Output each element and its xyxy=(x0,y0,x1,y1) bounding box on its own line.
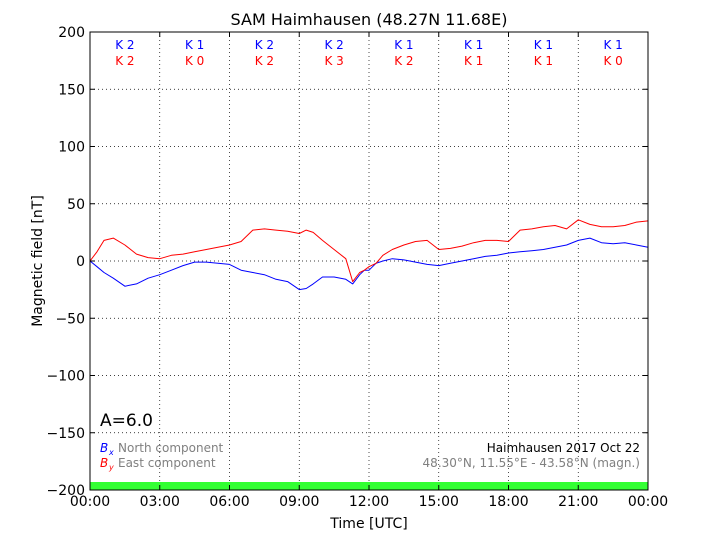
y-tick-label: −200 xyxy=(47,483,85,499)
k-index-y: K 1 xyxy=(464,54,483,68)
x-tick-label: 12:00 xyxy=(349,494,389,510)
x-tick-label: 09:00 xyxy=(279,494,319,510)
k-index-y: K 3 xyxy=(324,54,343,68)
series-layer xyxy=(89,219,649,291)
chart-title: SAM Haimhausen (48.27N 11.68E) xyxy=(231,10,508,29)
k-index-y: K 2 xyxy=(394,54,413,68)
y-tick-label: 100 xyxy=(58,140,85,156)
series-line-by xyxy=(89,219,649,283)
x-tick-label: 00:00 xyxy=(70,494,110,510)
y-tick-label: −50 xyxy=(55,311,85,327)
y-tick-label: −150 xyxy=(47,426,85,442)
k-index-x: K 1 xyxy=(464,38,483,52)
k-index-y: K 2 xyxy=(115,54,134,68)
x-axis-label: Time [UTC] xyxy=(329,516,407,532)
x-tick-label: 21:00 xyxy=(558,494,598,510)
k-index-x: K 2 xyxy=(115,38,134,52)
legend-label-by: East component xyxy=(118,456,216,470)
coordinates-annotation: 48.30°N, 11.55°E - 43.58°N (magn.) xyxy=(423,456,640,470)
a-index-label: A=6.0 xyxy=(100,411,153,431)
y-tick-label: −100 xyxy=(47,369,85,385)
k-index-x: K 1 xyxy=(603,38,622,52)
legend-item-bx: B x North component xyxy=(100,441,224,457)
x-tick-label: 15:00 xyxy=(419,494,459,510)
k-index-y: K 0 xyxy=(603,54,622,68)
k-index-y: K 2 xyxy=(255,54,274,68)
k-index-x: K 1 xyxy=(534,38,553,52)
k-index-x: K 2 xyxy=(255,38,274,52)
x-tick-label: 18:00 xyxy=(488,494,528,510)
legend-subscript-bx: x xyxy=(108,448,114,457)
x-tick-label: 06:00 xyxy=(209,494,249,510)
k-index-x: K 1 xyxy=(394,38,413,52)
y-tick-label: 200 xyxy=(58,25,85,41)
k-index-y: K 0 xyxy=(185,54,204,68)
y-axis-label: Magnetic field [nT] xyxy=(30,195,46,327)
series-line-bx xyxy=(89,237,649,291)
x-tick-label: 00:00 xyxy=(628,494,668,510)
legend: B x North component B y East component xyxy=(100,441,224,472)
x-tick-label: 03:00 xyxy=(140,494,180,510)
station-date-annotation: Haimhausen 2017 Oct 22 xyxy=(487,441,640,455)
k-index-row: K 2 K 2 K 1 K 0 K 2 K 2 K 2 K 3 K 1 K 2 K 1 K 1 K 1 K… xyxy=(115,38,623,68)
y-tick-label: 0 xyxy=(76,254,85,270)
k-index-x: K 1 xyxy=(185,38,204,52)
legend-symbol-by: B xyxy=(100,456,108,470)
y-tick-label: 150 xyxy=(58,82,85,98)
y-tick-label: 50 xyxy=(67,197,85,213)
grid-lines xyxy=(90,32,648,490)
legend-symbol-bx: B xyxy=(100,441,108,455)
legend-subscript-by: y xyxy=(108,463,114,472)
legend-label-bx: North component xyxy=(118,441,224,455)
k-index-y: K 1 xyxy=(534,54,553,68)
legend-item-by: B y East component xyxy=(100,456,216,472)
k-index-x: K 2 xyxy=(324,38,343,52)
